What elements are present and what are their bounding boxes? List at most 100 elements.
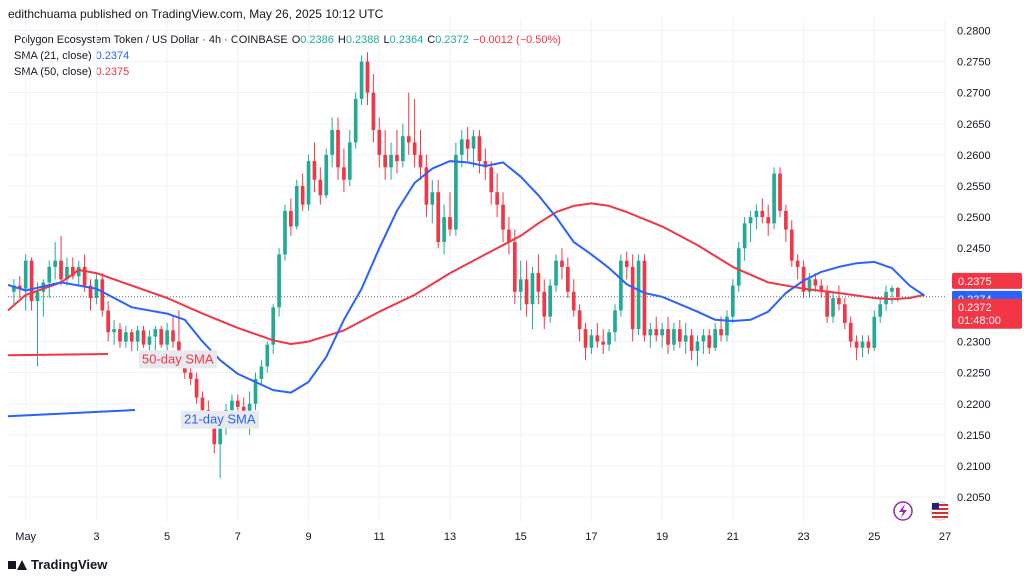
candle-down [501, 204, 505, 230]
candle-down [406, 136, 411, 143]
candle-up [695, 341, 700, 351]
candle-up [147, 336, 152, 345]
lightning-icon[interactable] [893, 501, 913, 521]
candle-down [194, 378, 199, 398]
candle-down [524, 279, 529, 305]
candle-up [554, 260, 558, 286]
candle-up [76, 266, 81, 277]
candle-down [318, 179, 323, 196]
y-tick-label: 0.2150 [957, 430, 991, 442]
candle-up [35, 291, 40, 302]
candle-down [70, 266, 75, 277]
candle-down [837, 298, 841, 305]
candle-up [294, 186, 299, 227]
candle-down [371, 92, 376, 130]
candle-down [365, 61, 370, 93]
candle-up [47, 266, 52, 283]
candle-down [778, 173, 782, 211]
candle-up [878, 304, 883, 317]
candle-down [795, 260, 800, 267]
candle-up [389, 154, 393, 168]
x-tick-label: 9 [305, 531, 311, 543]
tradingview-brand: TradingView [31, 557, 108, 572]
tradingview-logo[interactable]: TradingView [8, 557, 107, 572]
price-label-box [952, 298, 1022, 329]
candle-up [12, 285, 16, 292]
candle-down [789, 229, 794, 261]
price-label-value: 0.2375 [958, 276, 992, 288]
candle-up [359, 61, 364, 99]
symbol-title[interactable]: Polygon Ecosystem Token / US Dollar · 4h… [14, 34, 288, 46]
candle-down [212, 422, 217, 445]
ohlc-change: −0.0012 (−0.50%) [472, 34, 561, 46]
flag-stripe [932, 504, 948, 506]
candle-down [760, 210, 765, 218]
candle-up [459, 139, 464, 155]
candle-down [448, 217, 452, 230]
annotations: 50-day SMA 21-day SMA [7, 350, 259, 429]
ohlc-close: C0.2372 [427, 34, 469, 46]
candle-down [236, 400, 240, 407]
candle-up [831, 298, 835, 317]
candle-up [742, 223, 747, 249]
legend-sma21-row[interactable]: SMA (21, close) 0.2374 [14, 48, 561, 64]
price-label-box [952, 272, 1022, 289]
candle-up [548, 285, 552, 317]
y-tick-label: 0.2700 [957, 88, 991, 100]
candle-up [589, 335, 594, 348]
x-tick-label: May [15, 531, 36, 543]
candle-up [253, 378, 258, 404]
candle-down [566, 266, 570, 292]
ohlc-high: H0.2388 [337, 34, 380, 46]
candle-up [530, 273, 535, 305]
legend-symbol-row: Polygon Ecosystem Token / US Dollar · 4h… [14, 32, 561, 48]
candle-down [82, 266, 87, 286]
candle-down [848, 322, 853, 342]
annotation-50-label: 50-day SMA [142, 351, 214, 366]
candle-down [412, 142, 417, 155]
candle-down [188, 372, 193, 379]
candle-up [347, 142, 352, 180]
x-tick-label: 7 [235, 531, 241, 543]
x-tick-label: 27 [939, 531, 951, 543]
annotation-21-line [7, 409, 136, 418]
candle-up [153, 329, 158, 337]
candle-down [483, 161, 488, 168]
candle-down [536, 273, 541, 292]
legend-sma50-row[interactable]: SMA (50, close) 0.2375 [14, 64, 561, 80]
sma21-line [7, 160, 925, 394]
y-tick-label: 0.2200 [957, 399, 991, 411]
flag-canton [932, 503, 939, 509]
candle-down [100, 279, 105, 311]
candle-down [707, 335, 712, 348]
candle-down [654, 329, 659, 336]
flag-stripe [932, 512, 948, 514]
candle-up [772, 173, 776, 224]
x-tick-label: 17 [585, 531, 597, 543]
candle-up [324, 154, 329, 196]
us-flag-icon[interactable] [930, 501, 950, 521]
candle-down [595, 335, 600, 342]
flag-stripe [932, 516, 948, 518]
candle-up [353, 98, 358, 143]
sma50-line [7, 202, 925, 345]
candle-up [135, 330, 140, 342]
candle-up [518, 279, 523, 292]
x-tick-label: 25 [868, 531, 880, 543]
ohlc-low: L0.2364 [383, 34, 424, 46]
candle-up [306, 161, 311, 205]
candle-up [401, 136, 405, 162]
candle-up [265, 344, 270, 367]
candle-down [17, 285, 22, 289]
candle-down [866, 341, 871, 348]
sma50-value: 0.2375 [95, 66, 130, 78]
candle-up [53, 260, 57, 267]
candle-up [218, 428, 222, 445]
candle-up [713, 329, 717, 348]
candle-down [289, 210, 293, 227]
x-tick-label: 21 [727, 531, 739, 543]
candle-down [106, 310, 111, 333]
candle-down [630, 266, 635, 330]
